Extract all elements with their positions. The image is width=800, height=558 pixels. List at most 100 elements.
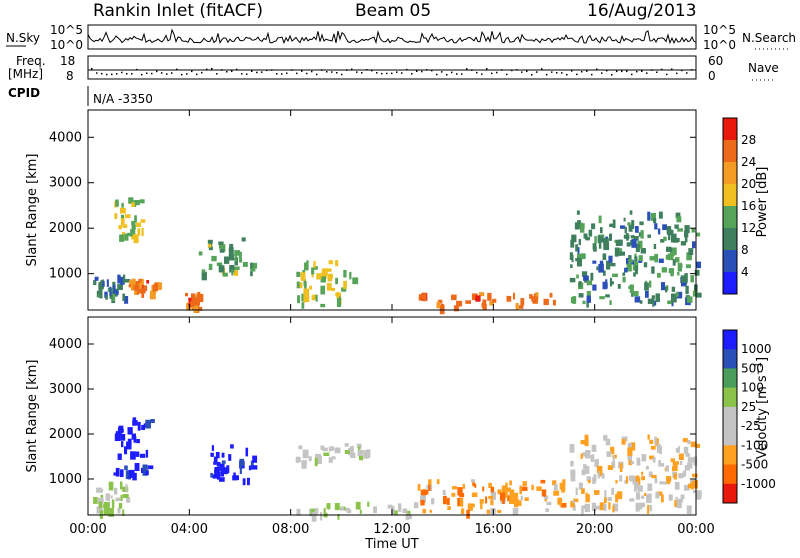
- heatmap-cell: [562, 479, 566, 486]
- heatmap-cell: [592, 476, 596, 485]
- nave-dot: [396, 71, 398, 73]
- heatmap-cell: [626, 476, 629, 484]
- colorbar-tick-label: 8: [741, 243, 749, 257]
- heatmap-cell: [637, 240, 643, 249]
- heatmap-cell: [594, 490, 600, 495]
- power-cells: [93, 197, 702, 315]
- heatmap-cell: [626, 258, 630, 265]
- heatmap-cell: [619, 463, 623, 473]
- nave-dot: [91, 68, 93, 70]
- heatmap-cell: [580, 453, 583, 459]
- heatmap-cell: [134, 215, 137, 223]
- heatmap-cell: [682, 438, 688, 443]
- heatmap-cell: [667, 253, 674, 261]
- heatmap-cell: [665, 254, 669, 260]
- heatmap-cell: [651, 295, 655, 299]
- heatmap-cell: [308, 456, 312, 462]
- heatmap-cell: [215, 452, 220, 459]
- heatmap-cell: [630, 461, 634, 465]
- heatmap-cell: [635, 226, 639, 233]
- nave-dot: [206, 68, 208, 71]
- heatmap-cell: [665, 465, 670, 472]
- heatmap-cell: [583, 275, 589, 281]
- heatmap-cell: [193, 305, 199, 313]
- heatmap-cell: [647, 298, 654, 305]
- heatmap-cell: [326, 282, 332, 291]
- heatmap-cell: [609, 233, 612, 241]
- heatmap-cell: [224, 256, 230, 264]
- nave-dot: [196, 73, 198, 76]
- nave-dot: [181, 73, 183, 76]
- velocity-axes: 1000 2000 3000 4000 00:00 04:00 08:00 12:00 16:0…: [49, 317, 715, 537]
- nave-dot: [251, 70, 253, 72]
- heatmap-cell: [622, 272, 626, 276]
- heatmap-cell: [572, 499, 575, 503]
- heatmap-cell: [295, 456, 301, 463]
- nave-dot: [321, 69, 323, 71]
- nave-dot: [631, 73, 633, 76]
- heatmap-cell: [420, 495, 427, 503]
- heatmap-cell: [604, 490, 607, 499]
- heatmap-cell: [228, 247, 234, 256]
- heatmap-cell: [343, 280, 347, 289]
- heatmap-cell: [134, 463, 140, 471]
- heatmap-cell: [402, 508, 408, 514]
- nave-dot: [581, 71, 583, 73]
- heatmap-cell: [630, 442, 636, 451]
- heatmap-cell: [606, 451, 612, 457]
- colorbar-tick-label: 28: [741, 133, 756, 147]
- heatmap-cell: [245, 447, 249, 457]
- heatmap-cell: [594, 236, 597, 244]
- heatmap-cell: [580, 253, 586, 259]
- nave-dot: [541, 68, 543, 70]
- heatmap-cell: [668, 494, 673, 501]
- heatmap-cell: [391, 505, 395, 515]
- heatmap-cell: [557, 497, 563, 505]
- heatmap-cell: [624, 227, 627, 234]
- heatmap-cell: [117, 274, 121, 284]
- heatmap-cell: [301, 460, 307, 469]
- velocity-unit-exponent: −1: [754, 362, 764, 375]
- heatmap-cell: [597, 235, 600, 244]
- heatmap-cell: [651, 266, 655, 274]
- heatmap-cell: [428, 482, 431, 491]
- heatmap-cell: [627, 452, 633, 461]
- heatmap-cell: [453, 305, 459, 312]
- heatmap-cell: [302, 449, 309, 459]
- nave-dot: [136, 68, 138, 71]
- heatmap-cell: [647, 234, 651, 238]
- heatmap-cell: [118, 425, 124, 431]
- heatmap-cell: [130, 453, 134, 459]
- heatmap-cell: [201, 269, 206, 273]
- heatmap-cell: [645, 290, 649, 298]
- heatmap-cell: [472, 482, 475, 486]
- heatmap-cell: [654, 436, 657, 445]
- heatmap-cell: [320, 276, 326, 283]
- nave-dot: [151, 72, 153, 75]
- heatmap-cell: [113, 472, 119, 476]
- heatmap-cell: [677, 228, 684, 232]
- heatmap-cell: [132, 472, 137, 481]
- heatmap-cell: [603, 503, 607, 511]
- heatmap-cell: [615, 494, 619, 503]
- y-tick-label: 3000: [49, 382, 82, 397]
- heatmap-cell: [627, 442, 632, 450]
- heatmap-cell: [603, 242, 610, 251]
- nave-dot: [661, 68, 663, 71]
- heatmap-cell: [131, 278, 136, 283]
- heatmap-cell: [121, 441, 124, 448]
- noise-right-tick-top: 10^5: [703, 23, 736, 37]
- nave-dot: [326, 71, 328, 73]
- heatmap-cell: [115, 467, 120, 477]
- heatmap-cell: [349, 271, 352, 280]
- heatmap-cell: [350, 452, 356, 459]
- heatmap-cell: [600, 227, 603, 234]
- heatmap-cell: [423, 490, 429, 495]
- heatmap-cell: [124, 279, 131, 283]
- heatmap-cell: [586, 290, 591, 297]
- y-tick-label: 1000: [49, 472, 82, 487]
- heatmap-cell: [105, 295, 108, 300]
- heatmap-cell: [115, 497, 121, 502]
- heatmap-cell: [140, 219, 146, 223]
